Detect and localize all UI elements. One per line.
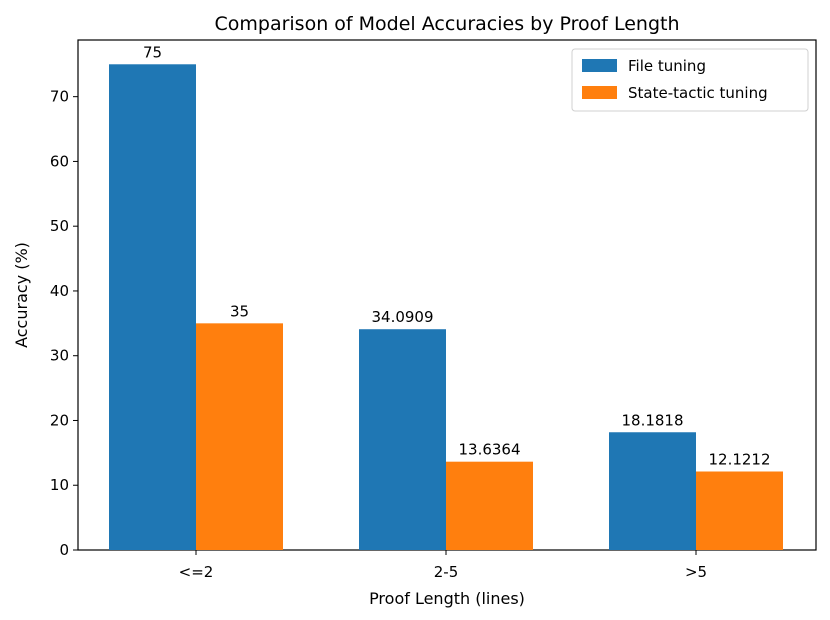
x-tick-label: 2-5 xyxy=(434,563,459,581)
bar xyxy=(609,432,696,550)
legend-swatch xyxy=(582,59,617,72)
x-tick-label: >5 xyxy=(685,563,707,581)
y-tick-label: 50 xyxy=(50,217,69,235)
plot-area: 0 10 20 30 40 50 60 70 <=2 2-5 >5 75 34.0909 18.1818 3… xyxy=(50,39,817,581)
y-tick-label: 0 xyxy=(59,541,69,559)
bar-value-label: 18.1818 xyxy=(621,411,683,429)
bar xyxy=(196,323,283,550)
x-tick-label: <=2 xyxy=(179,563,214,581)
y-tick-label: 60 xyxy=(50,152,69,170)
bar-value-label: 34.0909 xyxy=(371,308,433,326)
y-tick-label: 70 xyxy=(50,88,69,106)
bar xyxy=(446,461,533,550)
legend-box xyxy=(571,48,809,112)
bar-value-label: 35 xyxy=(230,302,249,320)
bar xyxy=(359,329,446,550)
y-tick-label: 40 xyxy=(50,282,69,300)
y-tick-label: 30 xyxy=(50,347,69,365)
y-tick-label: 10 xyxy=(50,476,69,494)
x-axis-label: Proof Length (lines) xyxy=(369,589,525,608)
y-axis-label: Accuracy (%) xyxy=(12,242,31,348)
legend-swatch xyxy=(582,86,617,99)
legend-entry: File tuning xyxy=(628,57,706,75)
legend: File tuning State-tactic tuning xyxy=(571,48,809,112)
bar-value-label: 75 xyxy=(143,43,162,61)
y-tick-label: 20 xyxy=(50,411,69,429)
legend-entry: State-tactic tuning xyxy=(628,84,768,102)
bar-value-label: 13.6364 xyxy=(458,441,520,459)
bar-value-label: 12.1212 xyxy=(708,451,770,469)
bar xyxy=(109,64,196,551)
chart-title: Comparison of Model Accuracies by Proof … xyxy=(214,13,679,35)
bar xyxy=(696,471,783,550)
